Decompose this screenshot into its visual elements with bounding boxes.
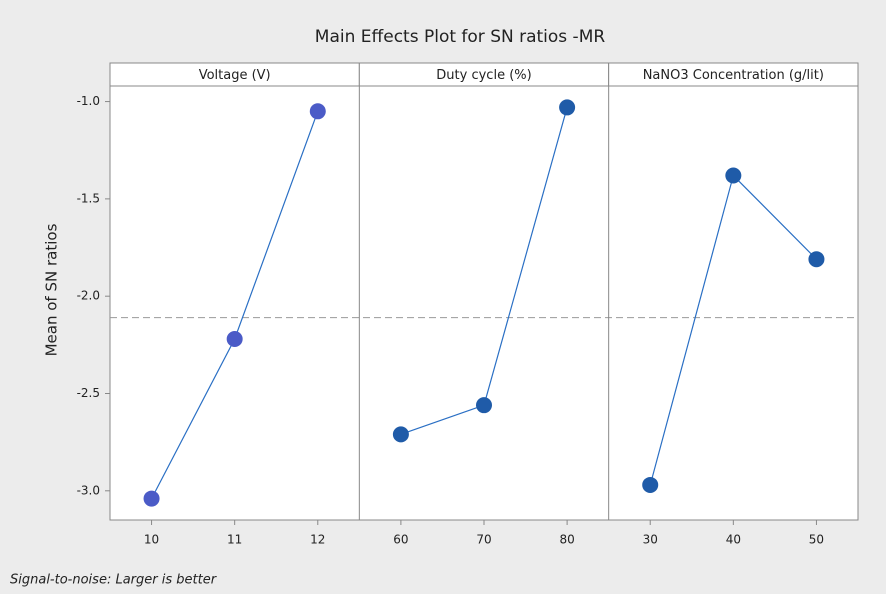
y-tick-label: -3.0 (77, 483, 100, 497)
x-tick-label: 10 (144, 533, 159, 547)
y-tick-label: -1.0 (77, 94, 100, 108)
point (392, 426, 409, 443)
x-tick-label: 30 (643, 533, 658, 547)
footnote: Signal-to-noise: Larger is better (10, 573, 218, 588)
x-tick-label: 60 (393, 533, 408, 547)
point (559, 99, 576, 116)
y-tick-label: -1.5 (77, 191, 100, 205)
panel-title: Voltage (V) (199, 68, 271, 83)
x-tick-label: 12 (310, 533, 325, 547)
panel-title: NaNO3 Concentration (g/lit) (643, 68, 824, 83)
panel-header (608, 62, 859, 87)
panel-title: Duty cycle (%) (436, 68, 531, 83)
point (309, 103, 326, 120)
point (725, 167, 742, 184)
point (226, 331, 243, 348)
x-tick-label: 50 (809, 533, 824, 547)
x-tick-label: 80 (559, 533, 574, 547)
chart-title: Main Effects Plot for SN ratios -MR (315, 27, 606, 47)
y-tick-label: -2.5 (77, 386, 100, 400)
point (642, 476, 659, 493)
plot-area (109, 85, 859, 521)
y-tick-label: -2.0 (77, 289, 100, 303)
point (143, 490, 160, 507)
point (808, 251, 825, 268)
x-tick-label: 70 (476, 533, 491, 547)
y-axis-title: Mean of SN ratios (43, 223, 61, 356)
point (476, 397, 492, 414)
x-tick-label: 11 (227, 533, 242, 547)
x-tick-label: 40 (726, 533, 741, 547)
